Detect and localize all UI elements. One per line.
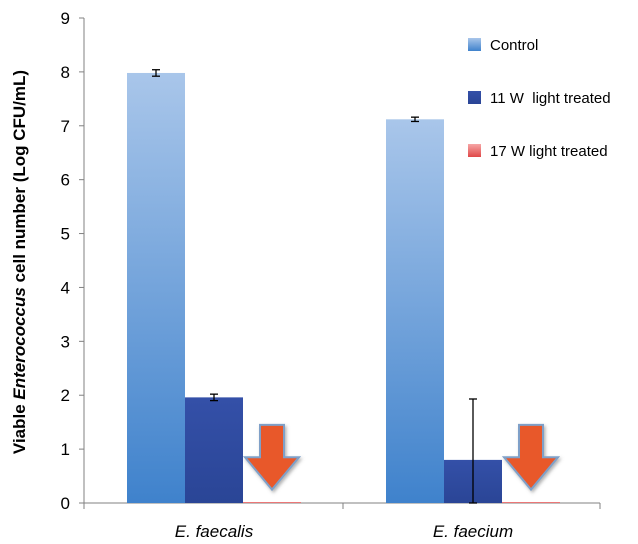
error-bars (152, 69, 477, 504)
down-arrow-annotation (501, 423, 561, 492)
y-tick-label: 1 (61, 440, 70, 459)
bar (185, 397, 243, 503)
y-axis-title: Viable Enterococcus cell number (Log CFU… (10, 70, 29, 454)
y-tick-label: 8 (61, 63, 70, 82)
annotations (242, 423, 561, 492)
y-tick-label: 9 (61, 9, 70, 28)
bar (386, 119, 444, 504)
bar (243, 502, 301, 503)
legend: Control 11 W light treated 17 W light trea… (468, 37, 611, 160)
x-axis: E. faecalis E. faecium (83, 502, 601, 541)
legend-swatch (468, 91, 481, 104)
y-tick-label: 2 (61, 386, 70, 405)
x-category-label: E. faecalis (175, 522, 254, 541)
down-arrow-annotation (242, 423, 302, 492)
y-tick-label: 0 (61, 494, 70, 513)
y-tick-label: 7 (61, 117, 70, 136)
y-tick-label: 3 (61, 332, 70, 351)
legend-label: Control (490, 37, 538, 54)
legend-label: 11 W light treated (490, 90, 611, 107)
legend-swatch (468, 38, 481, 51)
bars (127, 72, 560, 504)
y-axis: 0 1 2 3 4 5 6 7 8 9 (61, 9, 85, 513)
y-tick-label: 5 (61, 225, 70, 244)
legend-label: 17 W light treated (490, 143, 608, 160)
legend-swatch (468, 144, 481, 157)
y-tick-label: 6 (61, 171, 70, 190)
y-tick-label: 4 (61, 278, 70, 297)
x-category-label: E. faecium (433, 522, 513, 541)
bar (127, 72, 185, 503)
bar (502, 502, 560, 503)
